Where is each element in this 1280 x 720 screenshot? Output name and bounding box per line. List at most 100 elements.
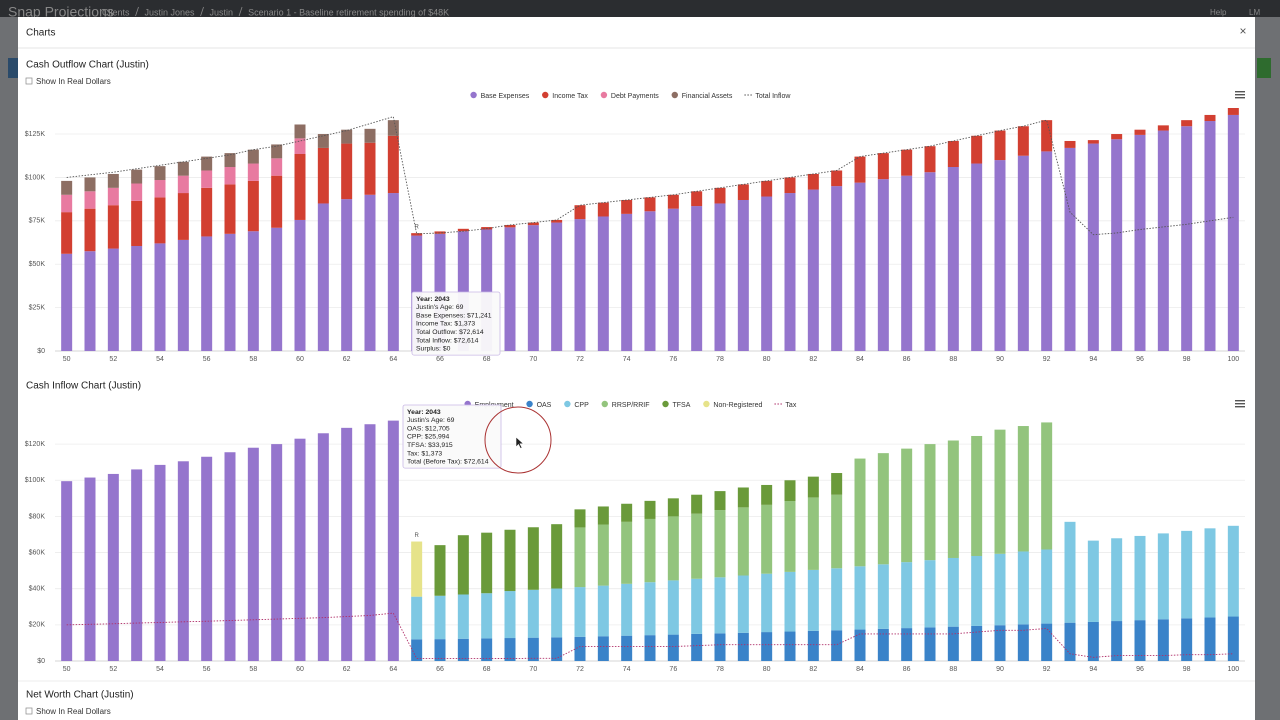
bar-segment: [457, 231, 469, 351]
bar-segment: [644, 211, 656, 351]
bar-segment: [1064, 521, 1076, 623]
breadcrumb-item[interactable]: Justin: [210, 7, 234, 17]
legend-item[interactable]: TFSA: [662, 400, 691, 409]
cursor-highlight: [484, 406, 552, 474]
legend: Base Expenses Income Tax Debt Payments Fina…: [470, 91, 791, 100]
legend-item[interactable]: Tax: [774, 402, 797, 409]
bar-segment: [761, 180, 773, 197]
y-tick-label: $25K: [29, 304, 46, 311]
bar-segment: [247, 180, 259, 232]
x-tick-label: 90: [996, 666, 1004, 673]
legend-item[interactable]: Financial Assets: [671, 91, 733, 100]
chart-menu[interactable]: [1235, 91, 1245, 99]
x-tick-label: 74: [623, 356, 631, 363]
legend-swatch: [601, 400, 608, 408]
help-menu[interactable]: Help: [1210, 8, 1227, 17]
bar-segment: [504, 227, 516, 351]
brand[interactable]: Snap Projections: [8, 4, 114, 20]
x-tick-label: 72: [576, 666, 584, 673]
checkbox-label[interactable]: Show In Real Dollars: [36, 707, 111, 716]
bar-segment: [901, 175, 913, 351]
checkbox[interactable]: [25, 77, 33, 85]
y-tick-label: $40K: [29, 586, 46, 593]
bar-segment: [644, 518, 656, 583]
bar-segment: [504, 529, 516, 592]
bar-segment: [341, 129, 353, 144]
bar-segment: [1204, 114, 1216, 122]
tooltip-line: Justin's Age: 69: [407, 417, 455, 424]
bar-segment: [201, 236, 213, 351]
bar-segment: [644, 582, 656, 636]
legend-item[interactable]: CPP: [564, 400, 589, 409]
bar-segment: [667, 498, 679, 517]
x-tick-label: 86: [903, 356, 911, 363]
legend-item[interactable]: OAS: [526, 400, 552, 409]
bar-segment: [1041, 623, 1053, 661]
bar-segment: [457, 228, 469, 232]
bar-segment: [434, 595, 446, 640]
x-tick-label: 98: [1183, 666, 1191, 673]
legend-item[interactable]: Debt Payments: [600, 91, 660, 100]
x-tick-label: 62: [343, 356, 351, 363]
bar-segment: [364, 142, 376, 195]
legend-item[interactable]: Non-Registered: [703, 400, 763, 409]
bar-segment: [84, 191, 96, 209]
close-button[interactable]: ×: [1239, 24, 1246, 38]
bar-segment: [107, 205, 119, 249]
bar-segment: [621, 199, 633, 214]
y-tick-label: $80K: [29, 513, 46, 520]
x-tick-label: 72: [576, 356, 584, 363]
legend-item[interactable]: Income Tax: [542, 91, 588, 100]
tooltip-line: Surplus: $0: [416, 346, 451, 353]
bar-segment: [61, 194, 73, 213]
x-tick-label: 78: [716, 356, 724, 363]
checkbox[interactable]: [25, 707, 33, 715]
bar-segment: [294, 153, 306, 220]
bar-segment: [551, 222, 563, 351]
x-tick-label: 68: [483, 666, 491, 673]
bar-segment: [1227, 525, 1239, 617]
legend-item[interactable]: Total Inflow: [744, 93, 791, 100]
bar-segment: [504, 591, 516, 639]
bar-segment: [947, 167, 959, 351]
x-tick-label: 80: [763, 356, 771, 363]
legend-item[interactable]: Base Expenses: [470, 91, 530, 100]
checkbox-label[interactable]: Show In Real Dollars: [36, 77, 111, 86]
bar-segment: [271, 444, 283, 661]
x-tick-label: 64: [389, 666, 397, 673]
chart-menu[interactable]: [1235, 400, 1245, 408]
bar-segment: [691, 494, 703, 514]
bar-segment: [691, 206, 703, 351]
legend-item[interactable]: RRSP/RRIF: [601, 400, 650, 409]
bar-segment: [364, 424, 376, 661]
bar-segment: [131, 469, 143, 661]
legend-label: RRSP/RRIF: [612, 402, 650, 409]
page-button: [8, 58, 18, 78]
section-title: Net Worth Chart (Justin): [26, 690, 134, 701]
bar-segment: [294, 219, 306, 351]
bar-segment: [971, 625, 983, 661]
bar-segment: [901, 562, 913, 629]
breadcrumb-item[interactable]: Justin Jones: [145, 7, 196, 17]
tooltip-line: Total Inflow: $72,614: [416, 337, 479, 344]
annotation: R: [414, 533, 419, 539]
bar-segment: [457, 638, 469, 661]
breadcrumb-item[interactable]: Scenario 1 - Baseline retirement spendin…: [248, 7, 449, 17]
bar-segment: [901, 448, 913, 563]
bar-segment: [971, 163, 983, 351]
bar-segment: [667, 516, 679, 581]
bar-segment: [224, 167, 236, 185]
menu-bar: [1235, 406, 1245, 408]
bar-segment: [877, 564, 889, 629]
bar-segment: [411, 541, 423, 597]
legend-label: Total Inflow: [755, 93, 791, 100]
bar-segment: [1017, 426, 1029, 552]
menu-bar: [1235, 97, 1245, 99]
bar-segment: [201, 170, 213, 188]
user-menu[interactable]: LM: [1249, 8, 1260, 17]
breadcrumb-item[interactable]: Clients: [102, 7, 130, 17]
bar-segment: [667, 634, 679, 661]
bar-segment: [61, 180, 73, 195]
bar-segment: [1134, 129, 1146, 135]
